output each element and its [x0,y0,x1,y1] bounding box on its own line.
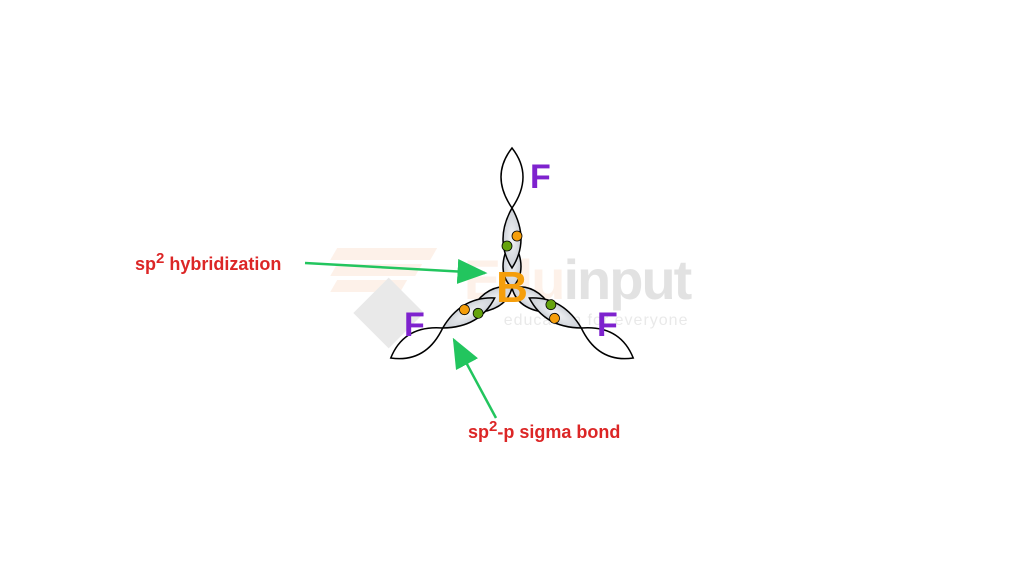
arrow-sigma [440,330,520,430]
annotation-hybridization: sp2 hybridization [135,250,281,275]
fluorine-label-top: F [530,158,551,197]
center-atom-label: B [496,263,528,313]
arrow-hybridization [300,245,500,285]
fluorine-label-right: F [597,306,618,345]
fluorine-label-left: F [404,306,425,345]
